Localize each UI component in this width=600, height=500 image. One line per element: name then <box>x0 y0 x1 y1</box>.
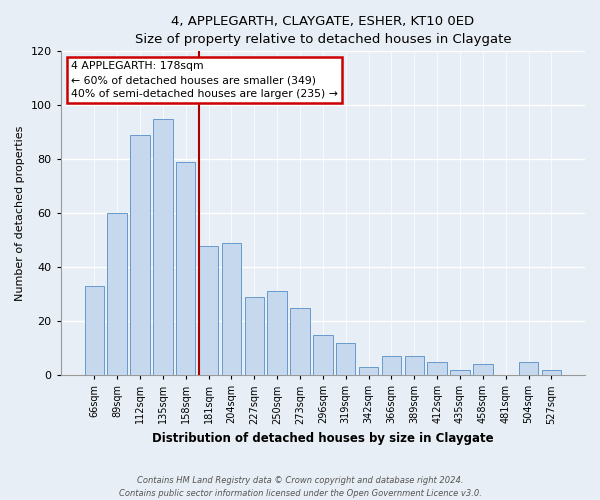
Bar <box>359 367 378 375</box>
Bar <box>427 362 447 375</box>
Bar <box>221 243 241 375</box>
Bar <box>107 213 127 375</box>
Bar <box>473 364 493 375</box>
Bar <box>153 119 173 375</box>
Bar <box>268 292 287 375</box>
Bar <box>313 334 332 375</box>
Bar <box>245 297 264 375</box>
Bar <box>450 370 470 375</box>
X-axis label: Distribution of detached houses by size in Claygate: Distribution of detached houses by size … <box>152 432 494 445</box>
Bar <box>290 308 310 375</box>
Text: 4 APPLEGARTH: 178sqm
← 60% of detached houses are smaller (349)
40% of semi-deta: 4 APPLEGARTH: 178sqm ← 60% of detached h… <box>71 61 338 99</box>
Y-axis label: Number of detached properties: Number of detached properties <box>15 126 25 301</box>
Bar <box>199 246 218 375</box>
Text: Contains HM Land Registry data © Crown copyright and database right 2024.
Contai: Contains HM Land Registry data © Crown c… <box>119 476 481 498</box>
Bar <box>130 135 149 375</box>
Bar <box>176 162 196 375</box>
Bar <box>542 370 561 375</box>
Bar <box>382 356 401 375</box>
Bar <box>336 343 355 375</box>
Bar <box>519 362 538 375</box>
Title: 4, APPLEGARTH, CLAYGATE, ESHER, KT10 0ED
Size of property relative to detached h: 4, APPLEGARTH, CLAYGATE, ESHER, KT10 0ED… <box>134 15 511 46</box>
Bar <box>404 356 424 375</box>
Bar <box>85 286 104 375</box>
